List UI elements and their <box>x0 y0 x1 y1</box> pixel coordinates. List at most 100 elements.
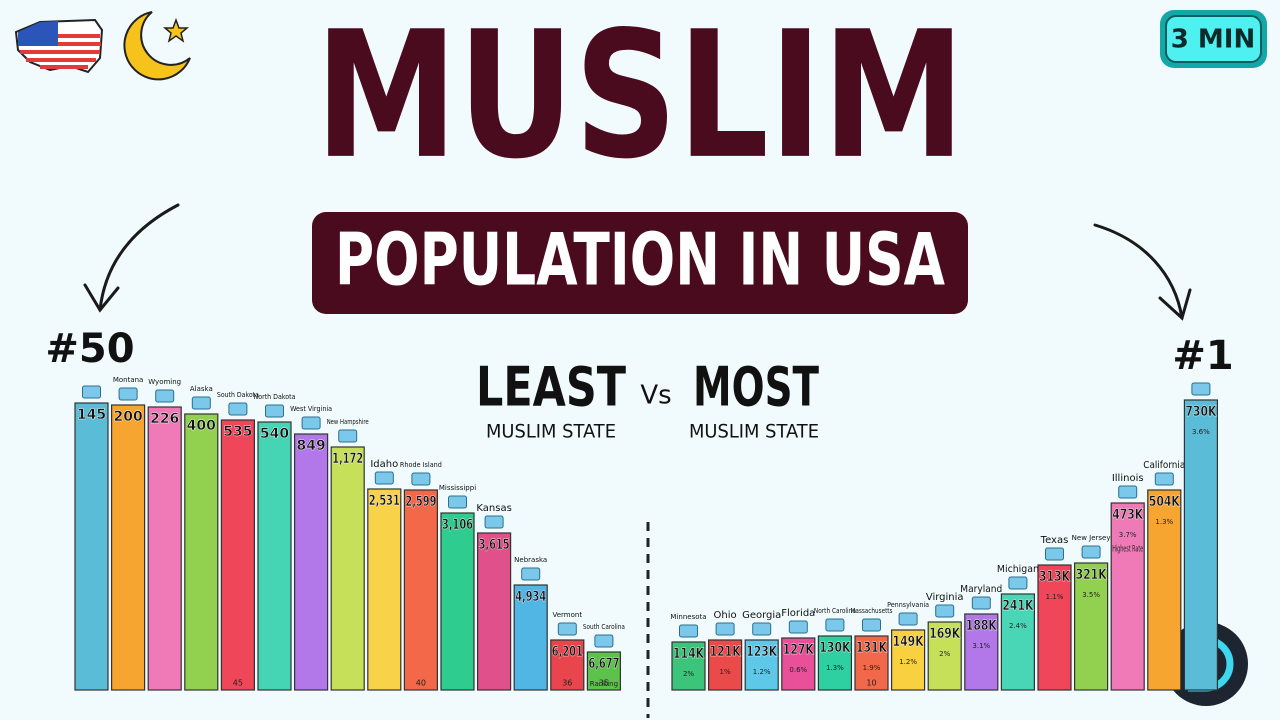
state-icon <box>679 624 698 638</box>
bar <box>257 421 292 691</box>
bar <box>854 635 889 691</box>
state-name: Michigan <box>997 564 1039 575</box>
note-label: 0.6% <box>789 666 807 674</box>
value-label: 4,934 <box>515 589 546 605</box>
value-label: 6,677 <box>588 656 619 672</box>
state-name: Minnesota <box>670 613 706 621</box>
value-label: 2,531 <box>369 493 400 509</box>
value-label: 200 <box>113 409 142 425</box>
state-name: Illinois <box>1112 473 1144 484</box>
right-arrow <box>1093 223 1192 321</box>
rank-label: 35 <box>599 679 609 688</box>
note-label: 1.3% <box>1155 518 1173 526</box>
state-icon <box>411 472 431 486</box>
state-name: Florida <box>781 608 815 619</box>
bar <box>890 629 926 691</box>
state-icon <box>825 618 845 632</box>
value-label: 149K <box>893 634 925 650</box>
state-icon <box>301 416 321 430</box>
value-label: 321K <box>1076 567 1108 583</box>
state-name: South Dakota <box>217 391 259 399</box>
state-name: South Carolina <box>583 623 625 631</box>
state-icon <box>557 622 577 636</box>
bar <box>744 639 779 691</box>
most-label: MOST <box>693 356 819 419</box>
state-name: Pennsylvania <box>887 601 929 609</box>
state-icon <box>862 618 881 632</box>
value-label: 535 <box>223 424 252 440</box>
value-label: 114K <box>673 646 705 662</box>
bar <box>586 651 622 691</box>
state-name: Rhode Island <box>400 461 442 469</box>
bar <box>1110 502 1145 691</box>
bar <box>1073 562 1109 691</box>
state-icon <box>265 404 284 418</box>
state-name: West Virginia <box>290 405 332 413</box>
rank-label: 40 <box>416 679 426 688</box>
most-caption: MUSLIM STATE <box>689 421 819 443</box>
state-icon <box>898 612 918 626</box>
state-name: Virginia <box>926 592 964 603</box>
state-icon <box>1154 472 1174 486</box>
value-label: 123K <box>746 644 778 660</box>
bar <box>1000 593 1036 691</box>
bar <box>440 512 475 691</box>
crescent-icon <box>123 11 191 81</box>
state-name: Maryland <box>960 584 1002 595</box>
state-name: California <box>1143 460 1185 471</box>
note-label: 1.2% <box>899 658 917 666</box>
state-icon <box>935 604 955 618</box>
state-name: Kansas <box>476 503 511 514</box>
state-name: Texas <box>1040 535 1069 546</box>
subtitle-box <box>312 212 968 314</box>
value-label: 540 <box>260 426 289 442</box>
state-name: Georgia <box>742 610 781 621</box>
value-label: 169K <box>929 626 961 642</box>
state-name: Massachusetts <box>851 607 893 615</box>
value-label: 3,106 <box>442 517 473 533</box>
state-icon <box>1008 576 1028 590</box>
value-label: 3,615 <box>479 537 510 553</box>
state-name: Ohio <box>714 610 737 621</box>
badge-inner <box>1165 15 1262 63</box>
note-label: 1.2% <box>753 668 771 676</box>
left-arrow <box>83 203 180 313</box>
bar <box>964 613 999 691</box>
rank-label: 45 <box>233 679 243 688</box>
state-icon <box>448 495 467 509</box>
value-label: 6,201 <box>552 644 583 660</box>
bar <box>513 584 548 691</box>
value-label: 504K <box>1149 494 1181 510</box>
value-label: 1,172 <box>332 451 363 467</box>
state-icon <box>82 385 101 399</box>
value-label: 241K <box>1002 598 1034 614</box>
note-label: 1.9% <box>863 664 881 672</box>
bar <box>330 446 365 691</box>
value-label: 131K <box>856 640 888 656</box>
vs-label: Vs <box>640 381 671 411</box>
bar <box>220 419 255 691</box>
state-icon <box>191 396 211 410</box>
value-label: 188K <box>966 618 998 634</box>
state-icon <box>1045 547 1064 561</box>
least-caption: MUSLIM STATE <box>486 421 616 443</box>
note-label: 3.5% <box>1082 591 1100 599</box>
state-icon <box>788 620 808 634</box>
note-label: 2.4% <box>1009 622 1027 630</box>
least-label: LEAST <box>476 356 626 419</box>
bar <box>1037 564 1072 691</box>
bar <box>477 532 512 691</box>
rank-label: 36 <box>562 679 572 688</box>
state-icon <box>228 402 248 416</box>
note-label: 1.3% <box>826 664 844 672</box>
state-name: Mississippi <box>439 484 476 492</box>
value-label: 473K <box>1112 507 1144 523</box>
bar <box>671 641 706 691</box>
state-icon <box>374 471 394 485</box>
state-icon <box>484 515 504 529</box>
note-label: 3.6% <box>1192 428 1210 436</box>
state-icon <box>752 622 772 636</box>
bar <box>147 406 182 691</box>
state-icon <box>594 634 614 648</box>
